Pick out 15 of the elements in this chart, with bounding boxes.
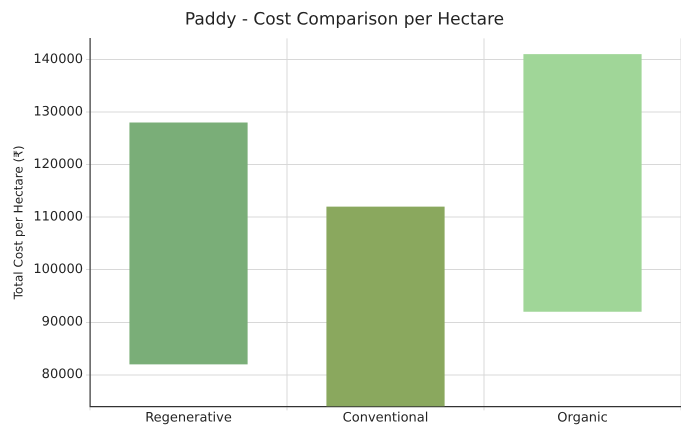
bar	[129, 122, 248, 364]
y-tick-label: 110000	[33, 210, 84, 225]
y-tick-label: 80000	[42, 367, 84, 382]
y-axis-title: Total Cost per Hectare (₹)	[11, 145, 26, 300]
bar	[326, 206, 445, 406]
y-tick-label: 140000	[33, 52, 84, 67]
x-tick-label: Conventional	[342, 410, 428, 426]
bar	[523, 54, 642, 312]
chart-title: Paddy - Cost Comparison per Hectare	[184, 10, 504, 30]
x-tick-label: Organic	[557, 410, 608, 426]
y-tick-label: 100000	[33, 262, 84, 278]
y-tick-label: 120000	[33, 156, 84, 172]
x-tick-label: Regenerative	[145, 410, 232, 426]
y-tick-label: 130000	[33, 104, 84, 120]
y-tick-label: 90000	[42, 314, 84, 330]
